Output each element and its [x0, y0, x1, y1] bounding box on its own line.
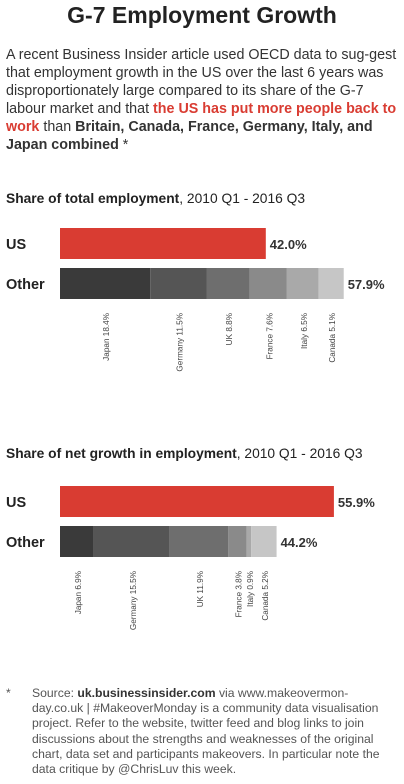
- segment-label-italy: Italy 6.5%: [300, 313, 309, 349]
- category-label-us: US: [6, 495, 26, 511]
- value-label-other: 44.2%: [281, 535, 318, 550]
- bar-us: [60, 486, 334, 517]
- chart-1-title: Share of total employment, 2010 Q1 - 201…: [6, 191, 305, 206]
- segment-label-italy: Italy 0.9%: [246, 571, 255, 607]
- page-title: G-7 Employment Growth: [67, 2, 337, 28]
- intro-countries: Britain, Canada, France, Germany, Italy,…: [6, 119, 373, 153]
- intro-highlight: the US has put more people back to work: [6, 101, 397, 135]
- intro-asterisk: *: [118, 137, 129, 153]
- bar-segment-italy: [286, 268, 319, 299]
- segment-label-japan: Japan 18.4%: [102, 313, 111, 361]
- bar-segment-canada: [251, 526, 277, 557]
- footnote-source-prefix: Source:: [32, 686, 78, 700]
- chart-1-title-bold: Share of total employment: [6, 191, 180, 206]
- value-label-other: 57.9%: [348, 277, 385, 292]
- bar-segment-uk: [169, 526, 229, 557]
- chart-2-title: Share of net growth in employment, 2010 …: [6, 446, 363, 461]
- bar-segment-japan: [60, 268, 151, 299]
- chart-2-title-rest: , 2010 Q1 - 2016 Q3: [236, 446, 363, 461]
- footnote: * Source: uk.businessinsider.com via www…: [6, 686, 398, 777]
- footnote-star: *: [6, 686, 11, 700]
- footnote-text: Source: uk.businessinsider.com via www.m…: [32, 686, 398, 777]
- bar-segment-france: [228, 526, 247, 557]
- chart-2-title-bold: Share of net growth in employment: [6, 446, 237, 461]
- segment-label-japan: Japan 6.9%: [74, 571, 83, 614]
- category-label-other: Other: [6, 535, 45, 551]
- segment-label-canada: Canada 5.2%: [261, 571, 270, 621]
- bar-segment-uk: [206, 268, 250, 299]
- bar-segment-japan: [60, 526, 94, 557]
- segment-label-uk: UK 8.8%: [225, 313, 234, 345]
- category-label-other: Other: [6, 277, 45, 293]
- segment-label-canada: Canada 5.1%: [328, 313, 337, 363]
- intro-text: A recent Business Insider article used O…: [6, 47, 397, 117]
- bar-segment-france: [249, 268, 287, 299]
- intro-text-2: than: [39, 119, 76, 135]
- footnote-source: uk.businessinsider.com: [77, 686, 216, 700]
- value-label-us: 42.0%: [270, 237, 307, 252]
- value-label-us: 55.9%: [338, 495, 375, 510]
- bar-segment-italy: [246, 526, 252, 557]
- segment-label-germany: Germany 15.5%: [129, 571, 138, 630]
- bar-segment-germany: [93, 526, 170, 557]
- segment-label-france: France 7.6%: [265, 313, 274, 359]
- bar-segment-canada: [318, 268, 344, 299]
- category-label-us: US: [6, 237, 26, 253]
- segment-label-france: France 3.8%: [234, 571, 243, 617]
- bar-segment-germany: [150, 268, 207, 299]
- segment-label-germany: Germany 11.5%: [175, 313, 184, 372]
- footnote-body: via www.makeovermon-day.co.uk | #Makeove…: [32, 686, 380, 777]
- segment-label-uk: UK 11.9%: [196, 571, 205, 607]
- bar-us: [60, 228, 266, 259]
- chart-1-title-rest: , 2010 Q1 - 2016 Q3: [179, 191, 306, 206]
- intro-paragraph: A recent Business Insider article used O…: [6, 46, 400, 154]
- net-growth-chart: US 55.9% Other Japan 6.9% Germany 15.5% UK 11…: [6, 486, 375, 630]
- total-employment-chart: US 42.0% Other Japan 18.4% Germany 11.5% UK 8…: [6, 228, 385, 372]
